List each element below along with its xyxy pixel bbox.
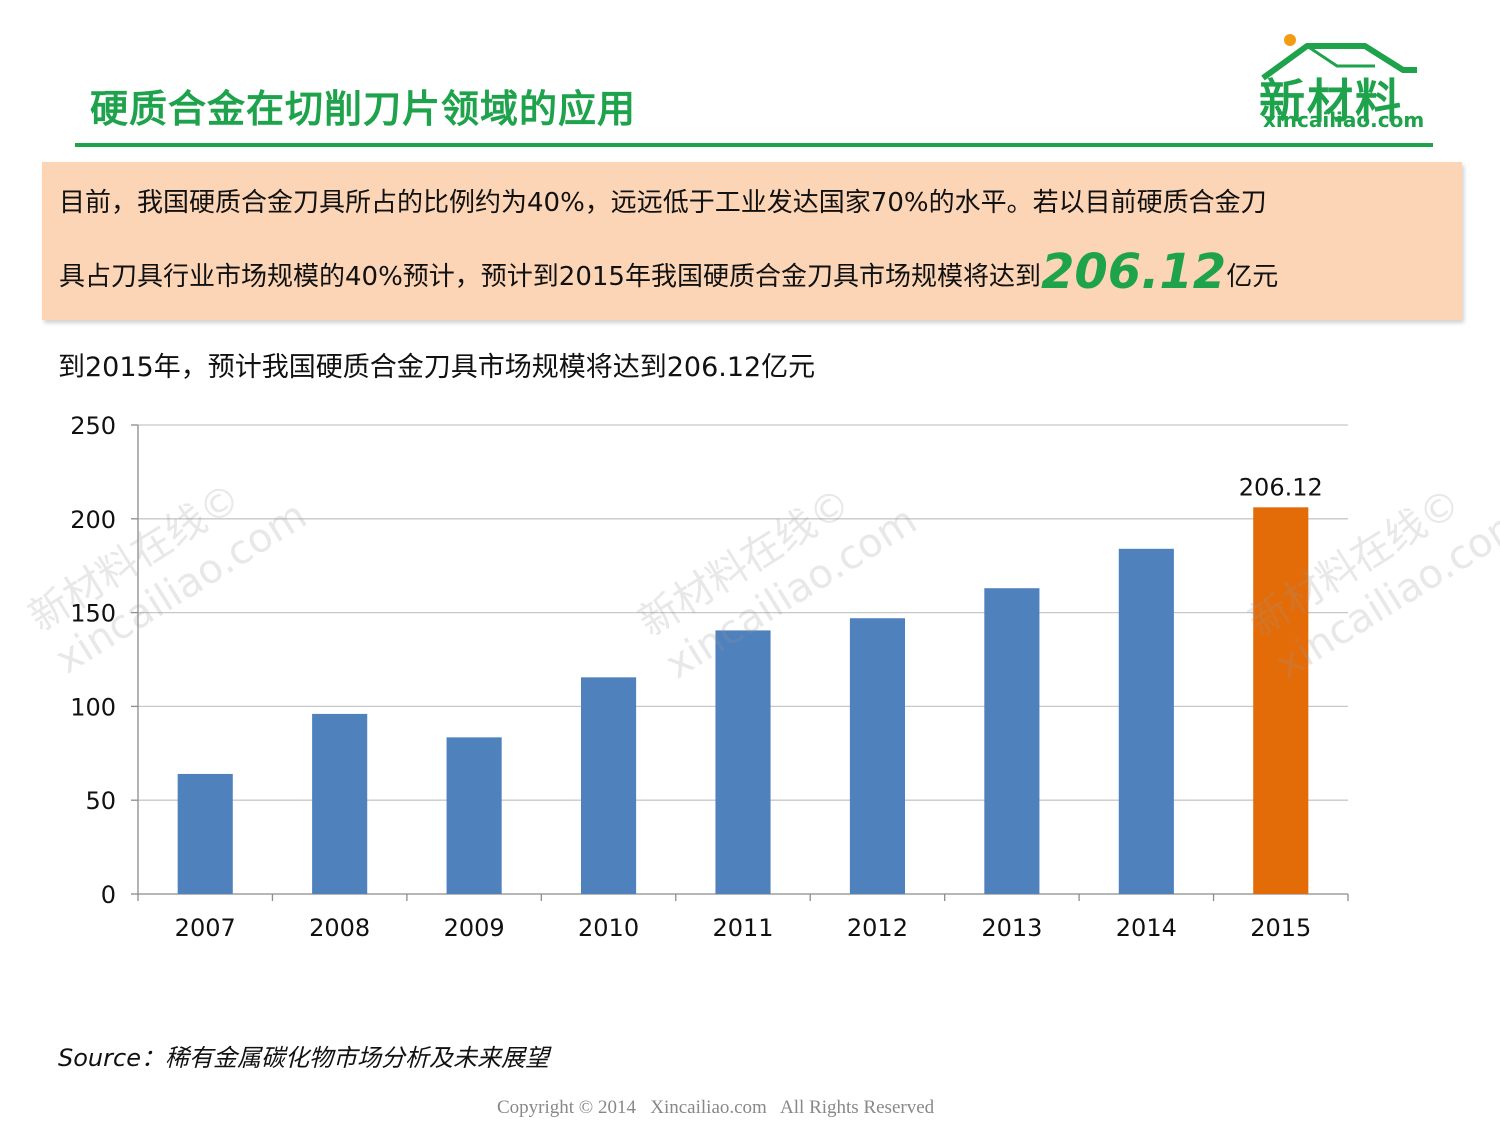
summary-highlight-value: 206.12 <box>1040 244 1227 300</box>
chart-caption: 到2015年，预计我国硬质合金刀具市场规模将达到206.12亿元 <box>58 352 816 383</box>
x-tick-label: 2013 <box>981 914 1042 942</box>
summary-line-2-suffix: 亿元 <box>1226 262 1279 292</box>
summary-box: 目前，我国硬质合金刀具所占的比例约为40%，远远低于工业发达国家70%的水平。若… <box>42 162 1462 320</box>
bar-2007 <box>177 773 233 894</box>
bar-2011 <box>715 630 771 894</box>
bar-2012 <box>849 618 906 894</box>
bar-2015 <box>1253 507 1309 894</box>
logo-sub-text: xincailiao.com <box>1263 108 1425 132</box>
x-tick-label: 2012 <box>847 914 908 942</box>
bar-2014 <box>1118 548 1174 894</box>
logo-main-text: 新材料 <box>1259 74 1403 128</box>
x-tick-label: 2015 <box>1250 914 1311 942</box>
data-label: 206.12 <box>1239 473 1323 501</box>
y-tick-label: 100 <box>70 693 116 721</box>
slide-title: 硬质合金在切削刀片领域的应用 <box>90 87 637 131</box>
source-note: Source：稀有金属碳化物市场分析及未来展望 <box>58 1044 549 1072</box>
x-tick-label: 2011 <box>712 914 773 942</box>
logo-roof-inner-line <box>1306 44 1375 68</box>
bar-2010 <box>580 677 637 894</box>
x-tick-label: 2010 <box>578 914 639 942</box>
x-tick-label: 2008 <box>309 914 370 942</box>
summary-line-2: 具占刀具行业市场规模的40%预计，预计到2015年我国硬质合金刀具市场规模将达到… <box>59 244 1278 300</box>
y-tick-label: 50 <box>85 787 116 815</box>
copyright-footer: Copyright © 2014 Xincailiao.com All Righ… <box>497 1097 935 1118</box>
y-tick-label: 0 <box>101 881 116 909</box>
title-divider <box>75 143 1433 147</box>
logo-roof-line <box>1261 43 1417 81</box>
x-tick-label: 2007 <box>175 914 236 942</box>
summary-line-2-prefix: 具占刀具行业市场规模的40%预计，预计到2015年我国硬质合金刀具市场规模将达到 <box>59 262 1041 292</box>
bar-chart: 0 50 100 150 200 250 2007 2008 2009 2010 2011 2012 2… <box>70 412 1349 942</box>
y-tick-label: 200 <box>70 506 116 534</box>
x-tick-label: 2014 <box>1116 914 1177 942</box>
logo-dot <box>1284 34 1296 46</box>
y-tick-label: 150 <box>70 600 116 628</box>
x-tick-label: 2009 <box>444 914 505 942</box>
y-tick-label: 250 <box>70 412 116 440</box>
bar-2013 <box>984 588 1040 894</box>
bar-2009 <box>446 737 502 894</box>
bar-2008 <box>312 713 368 894</box>
logo-roof-icon <box>1261 34 1417 81</box>
xincailiao-logo: 新材料 xincailiao.com <box>1245 30 1445 132</box>
summary-line-1: 目前，我国硬质合金刀具所占的比例约为40%，远远低于工业发达国家70%的水平。若… <box>59 188 1267 218</box>
